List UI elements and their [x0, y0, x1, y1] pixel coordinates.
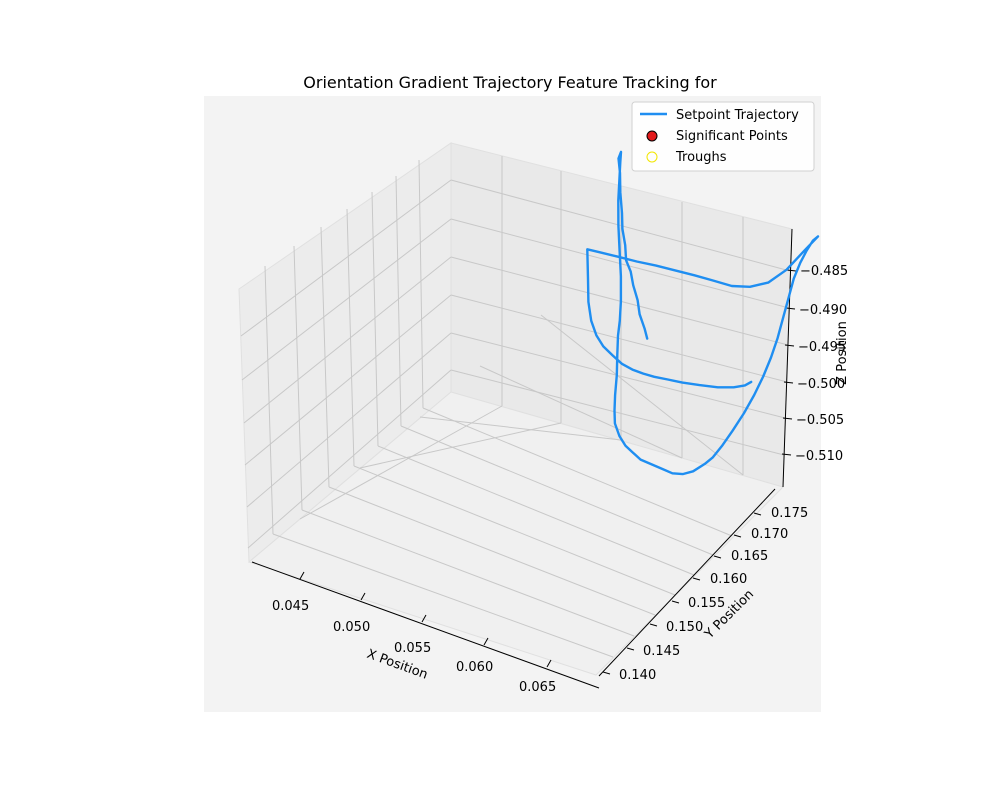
- y-tick-label: 0.160: [710, 572, 747, 587]
- x-axis-line: [251, 561, 600, 689]
- x-tick-label: 0.055: [394, 641, 431, 656]
- y-tick-label: 0.165: [731, 549, 768, 564]
- legend-label: Significant Points: [676, 129, 788, 144]
- x-tick-label: 0.050: [333, 620, 370, 635]
- z-tick-label: −0.495: [798, 340, 846, 355]
- y-tick-label: 0.150: [666, 620, 703, 635]
- z-axis-line: [782, 228, 793, 488]
- z-tick-label: −0.490: [799, 303, 847, 318]
- y-tick-label: 0.145: [643, 644, 680, 659]
- legend-marker-swatch: [646, 130, 658, 142]
- x-tick-label: 0.045: [272, 599, 309, 614]
- y-ticks: 0.140 0.145 0.150 0.155 0.160 0.165 0.17…: [602, 506, 808, 683]
- y-tick-label: 0.140: [619, 668, 656, 683]
- chart-title: Orientation Gradient Trajectory Feature …: [303, 73, 717, 92]
- x-tick-label: 0.065: [519, 680, 556, 695]
- z-tick-label: −0.500: [797, 377, 845, 392]
- z-tick-label: −0.485: [800, 264, 848, 279]
- y-axis-line: [598, 488, 776, 677]
- trajectory-group: [586, 150, 820, 476]
- x-ticks: 0.045 0.050 0.055 0.060 0.065: [272, 571, 556, 695]
- y-tick-label: 0.155: [688, 596, 725, 611]
- legend-label: Troughs: [675, 150, 727, 165]
- legend: Setpoint Trajectory Significant Points T…: [631, 101, 815, 172]
- z-tick-label: −0.510: [795, 449, 843, 464]
- legend-hollow-marker-swatch: [646, 151, 658, 163]
- trajectory-line: [586, 150, 820, 476]
- x-tick-label: 0.060: [456, 660, 493, 675]
- z-axis-title: Z Position: [835, 321, 850, 385]
- z-ticks: −0.485 −0.490 −0.495 −0.500 −0.505 −0.51…: [781, 264, 848, 464]
- y-tick-label: 0.170: [751, 527, 788, 542]
- legend-box: [631, 101, 815, 172]
- z-tick-label: −0.505: [796, 413, 844, 428]
- y-tick-label: 0.175: [771, 506, 808, 521]
- legend-label: Setpoint Trajectory: [676, 108, 799, 123]
